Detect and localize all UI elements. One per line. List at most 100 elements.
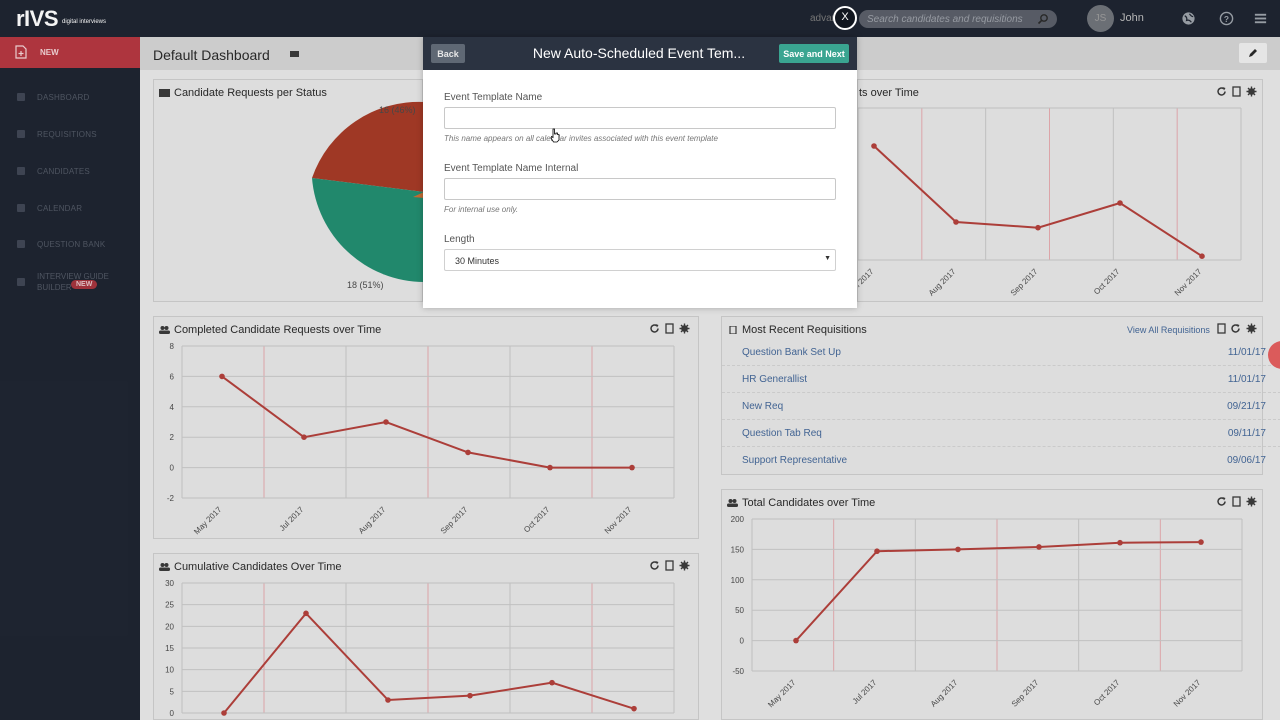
panel-title: Candidate Requests per Status [174,87,327,99]
view-all-requisitions-link[interactable]: View All Requisitions [1127,325,1210,335]
completed-candidate-requests-panel: Completed Candidate Requests over Time 8… [153,316,699,539]
x-tick-label: Sep 2017 [1009,267,1040,298]
x-tick-label: Nov 2017 [1172,678,1203,709]
panel-title: Total Candidates over Time [742,497,876,509]
length-select[interactable]: 30 Minutes ▼ [444,249,836,271]
export-icon[interactable] [664,323,675,334]
caret-down-icon: ▼ [824,255,831,262]
search-icon[interactable] [1037,13,1049,25]
export-icon[interactable] [1231,86,1242,97]
sidebar-item-label: REQUISITIONS [37,130,97,139]
data-point [383,419,389,425]
calendar-icon [17,204,25,212]
dashboard-menu-icon[interactable] [290,51,299,57]
refresh-icon[interactable] [649,323,660,334]
requests-over-time-chart: Jul 2017 Aug 2017 Sep 2017 Oct 2017 Nov 2017 [858,107,1242,298]
requisition-row[interactable]: Question Bank Set Up 11/01/17 [722,339,1280,366]
requisition-name[interactable]: HR Generallist [742,374,808,385]
event-template-name-input[interactable] [444,107,836,129]
requisition-row[interactable]: Support Representative 09/06/17 [722,447,1280,474]
y-tick-label: 6 [170,372,175,381]
requisition-name[interactable]: Question Tab Req [742,428,822,439]
search-input[interactable] [859,10,1057,28]
panel-title: Cumulative Candidates Over Time [174,561,342,573]
y-tick-label: 8 [170,342,175,351]
new-button[interactable]: NEW [0,37,140,68]
pie-label-bottom: 18 (51%) [347,280,384,290]
sidebar-item-candidates[interactable]: CANDIDATES [0,160,140,184]
refresh-icon[interactable] [1216,86,1227,97]
advanced-search-link[interactable]: advan [810,13,838,24]
y-tick-label: 0 [170,709,175,718]
new-badge: NEW [71,280,98,289]
event-template-name-internal-input[interactable] [444,178,836,200]
sidebar-item-dashboard[interactable]: DASHBOARD [0,86,140,110]
requisition-row[interactable]: HR Generallist 11/01/17 [722,366,1280,393]
sidebar-item-interview-guide-builder[interactable]: INTERVIEW GUIDE BUILDER NEW [0,271,140,297]
requisition-name[interactable]: Support Representative [742,455,848,466]
refresh-icon[interactable] [649,560,660,571]
data-point [549,679,555,686]
y-tick-label: 25 [165,601,174,610]
sidebar-item-requisitions[interactable]: REQUISITIONS [0,123,140,147]
data-point [221,710,227,716]
export-icon[interactable] [664,560,675,571]
sidebar: NEW DASHBOARD REQUISITIONS CANDIDATES CA… [0,37,140,720]
sidebar-item-calendar[interactable]: CALENDAR [0,197,140,221]
status-pie-chart: 16 (46%) 18 (51%) [312,101,424,290]
y-tick-label: -2 [167,494,175,503]
avatar[interactable]: JS [1087,5,1114,32]
total-candidates-panel: Total Candidates over Time 200 150 100 50 0 -… [721,489,1263,720]
close-modal-button[interactable]: X [833,6,857,30]
sidebar-item-label: CALENDAR [37,204,83,213]
users-icon [159,563,170,571]
feedback-tab[interactable] [1268,341,1280,369]
y-tick-label: 200 [731,515,745,524]
data-point [629,464,635,471]
settings-gear-icon[interactable] [679,323,690,334]
guide-label-line2: BUILDER [37,283,72,292]
globe-icon[interactable] [1181,11,1196,26]
requisitions-icon [17,130,25,138]
x-tick-label: Oct 2017 [1092,678,1122,708]
requisition-name[interactable]: Question Bank Set Up [742,347,841,358]
requisition-row[interactable]: Question Tab Req 09/11/17 [722,420,1280,447]
data-point [467,692,473,699]
refresh-icon[interactable] [1216,496,1227,507]
cumulative-candidates-panel: Cumulative Candidates Over Time 30 25 20 15… [153,553,699,720]
candidates-icon [17,167,25,175]
x-tick-label: Aug 2017 [929,678,960,709]
export-icon[interactable] [1216,323,1227,334]
edit-dashboard-button[interactable] [1239,43,1267,63]
pie-label-top: 16 (46%) [379,105,416,115]
data-point [871,143,877,149]
x-tick-label: May 2017 [766,678,798,710]
save-and-next-button[interactable]: Save and Next [779,44,849,63]
x-tick-label: Oct 2017 [522,505,552,535]
y-tick-label: 100 [731,576,745,585]
logo[interactable]: rIVS [16,6,59,31]
hamburger-menu-icon[interactable] [1253,11,1268,26]
requisition-row[interactable]: New Req 09/21/17 [722,393,1280,420]
document-icon [729,326,737,334]
y-tick-label: 15 [165,644,174,653]
settings-gear-icon[interactable] [679,560,690,571]
sidebar-item-question-bank[interactable]: QUESTION BANK [0,233,140,257]
refresh-icon[interactable] [1230,323,1241,334]
sidebar-item-label: INTERVIEW GUIDE BUILDER [37,271,109,293]
x-tick-label: Oct 2017 [1092,267,1122,297]
requisition-name[interactable]: New Req [742,401,784,412]
settings-gear-icon[interactable] [1246,86,1257,97]
series-line [221,375,632,469]
settings-gear-icon[interactable] [1246,323,1257,334]
user-name[interactable]: John [1120,12,1144,24]
svg-text:?: ? [1224,14,1229,24]
page-title: Default Dashboard [153,47,270,63]
settings-gear-icon[interactable] [1246,496,1257,507]
x-tick-label: Aug 2017 [357,505,388,536]
back-button[interactable]: Back [431,44,465,63]
dashboard-icon [17,93,25,101]
x-tick-label: Nov 2017 [1173,267,1204,298]
export-icon[interactable] [1231,496,1242,507]
help-icon[interactable]: ? [1219,11,1234,26]
